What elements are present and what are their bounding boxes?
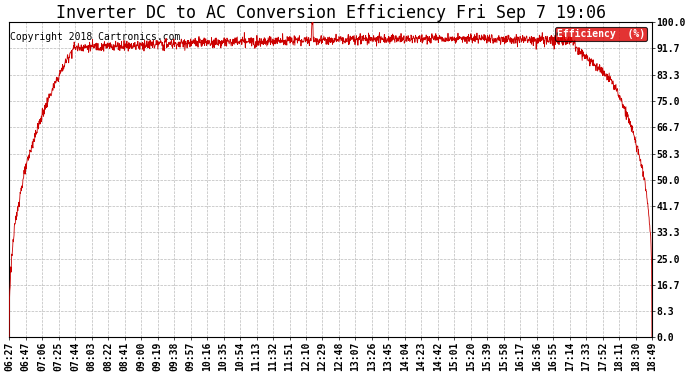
Legend: Efficiency  (%): Efficiency (%): [555, 27, 647, 41]
Text: Copyright 2018 Cartronics.com: Copyright 2018 Cartronics.com: [10, 32, 181, 42]
Title: Inverter DC to AC Conversion Efficiency Fri Sep 7 19:06: Inverter DC to AC Conversion Efficiency …: [56, 4, 606, 22]
